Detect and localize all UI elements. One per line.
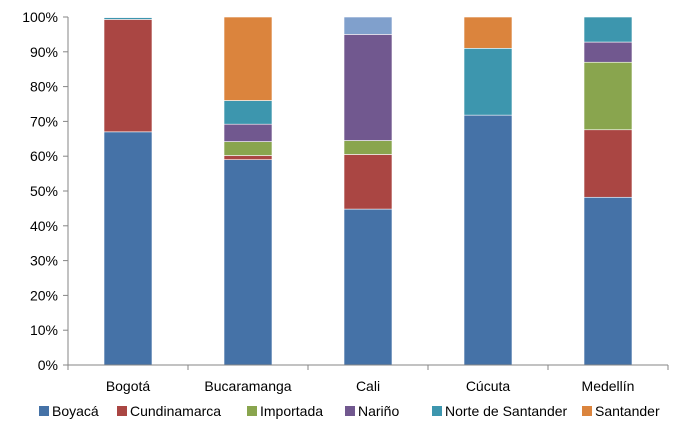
x-tick-label: Cúcuta xyxy=(466,378,511,394)
legend-label: Importada xyxy=(260,403,323,419)
bar-segment xyxy=(583,129,633,198)
bar-segment xyxy=(463,114,513,366)
bar-segment xyxy=(583,16,633,43)
bar-segment xyxy=(583,196,633,366)
y-tick-label: 70% xyxy=(30,113,58,129)
legend-label: Norte de Santander xyxy=(445,403,568,419)
bar-segment xyxy=(343,208,393,366)
x-tick-label: Bogotá xyxy=(106,378,151,394)
y-tick-label: 40% xyxy=(30,218,58,234)
bar-segment xyxy=(343,154,393,210)
bar-segment xyxy=(343,140,393,155)
y-tick-label: 90% xyxy=(30,44,58,60)
bar-segment xyxy=(223,155,273,160)
legend-label: Boyacá xyxy=(52,403,99,419)
x-tick-label: Cali xyxy=(356,378,380,394)
y-tick-label: 80% xyxy=(30,79,58,95)
bar-segment xyxy=(463,48,513,116)
bar-segment xyxy=(223,159,273,366)
bar-segment xyxy=(223,123,273,142)
y-tick-label: 100% xyxy=(22,9,58,25)
y-tick-label: 20% xyxy=(30,287,58,303)
legend-label: Santander xyxy=(595,403,660,419)
bar-segment xyxy=(583,41,633,63)
bar-segment xyxy=(223,16,273,101)
x-tick-label: Bucaramanga xyxy=(204,378,291,394)
y-tick-label: 30% xyxy=(30,253,58,269)
y-tick-label: 50% xyxy=(30,183,58,199)
legend-swatch xyxy=(582,406,592,416)
legend-swatch xyxy=(117,406,127,416)
bar-segment xyxy=(103,131,153,366)
bar-segment xyxy=(103,16,153,18)
x-tick-label: Medellín xyxy=(582,378,635,394)
bar-segment xyxy=(103,19,153,133)
bar-segment xyxy=(583,61,633,131)
bar-segment xyxy=(463,16,513,49)
legend-swatch xyxy=(39,406,49,416)
legend-swatch xyxy=(432,406,442,416)
legend-swatch xyxy=(247,406,257,416)
y-tick-label: 60% xyxy=(30,148,58,164)
bar-segment xyxy=(223,100,273,125)
legend-label: Cundinamarca xyxy=(130,403,221,419)
legend-label: Nariño xyxy=(358,403,399,419)
bar-segment xyxy=(223,141,273,156)
bar-segment xyxy=(343,16,393,35)
legend-swatch xyxy=(345,406,355,416)
y-tick-label: 10% xyxy=(30,322,58,338)
bar-segment xyxy=(343,34,393,141)
y-tick-label: 0% xyxy=(38,357,58,373)
